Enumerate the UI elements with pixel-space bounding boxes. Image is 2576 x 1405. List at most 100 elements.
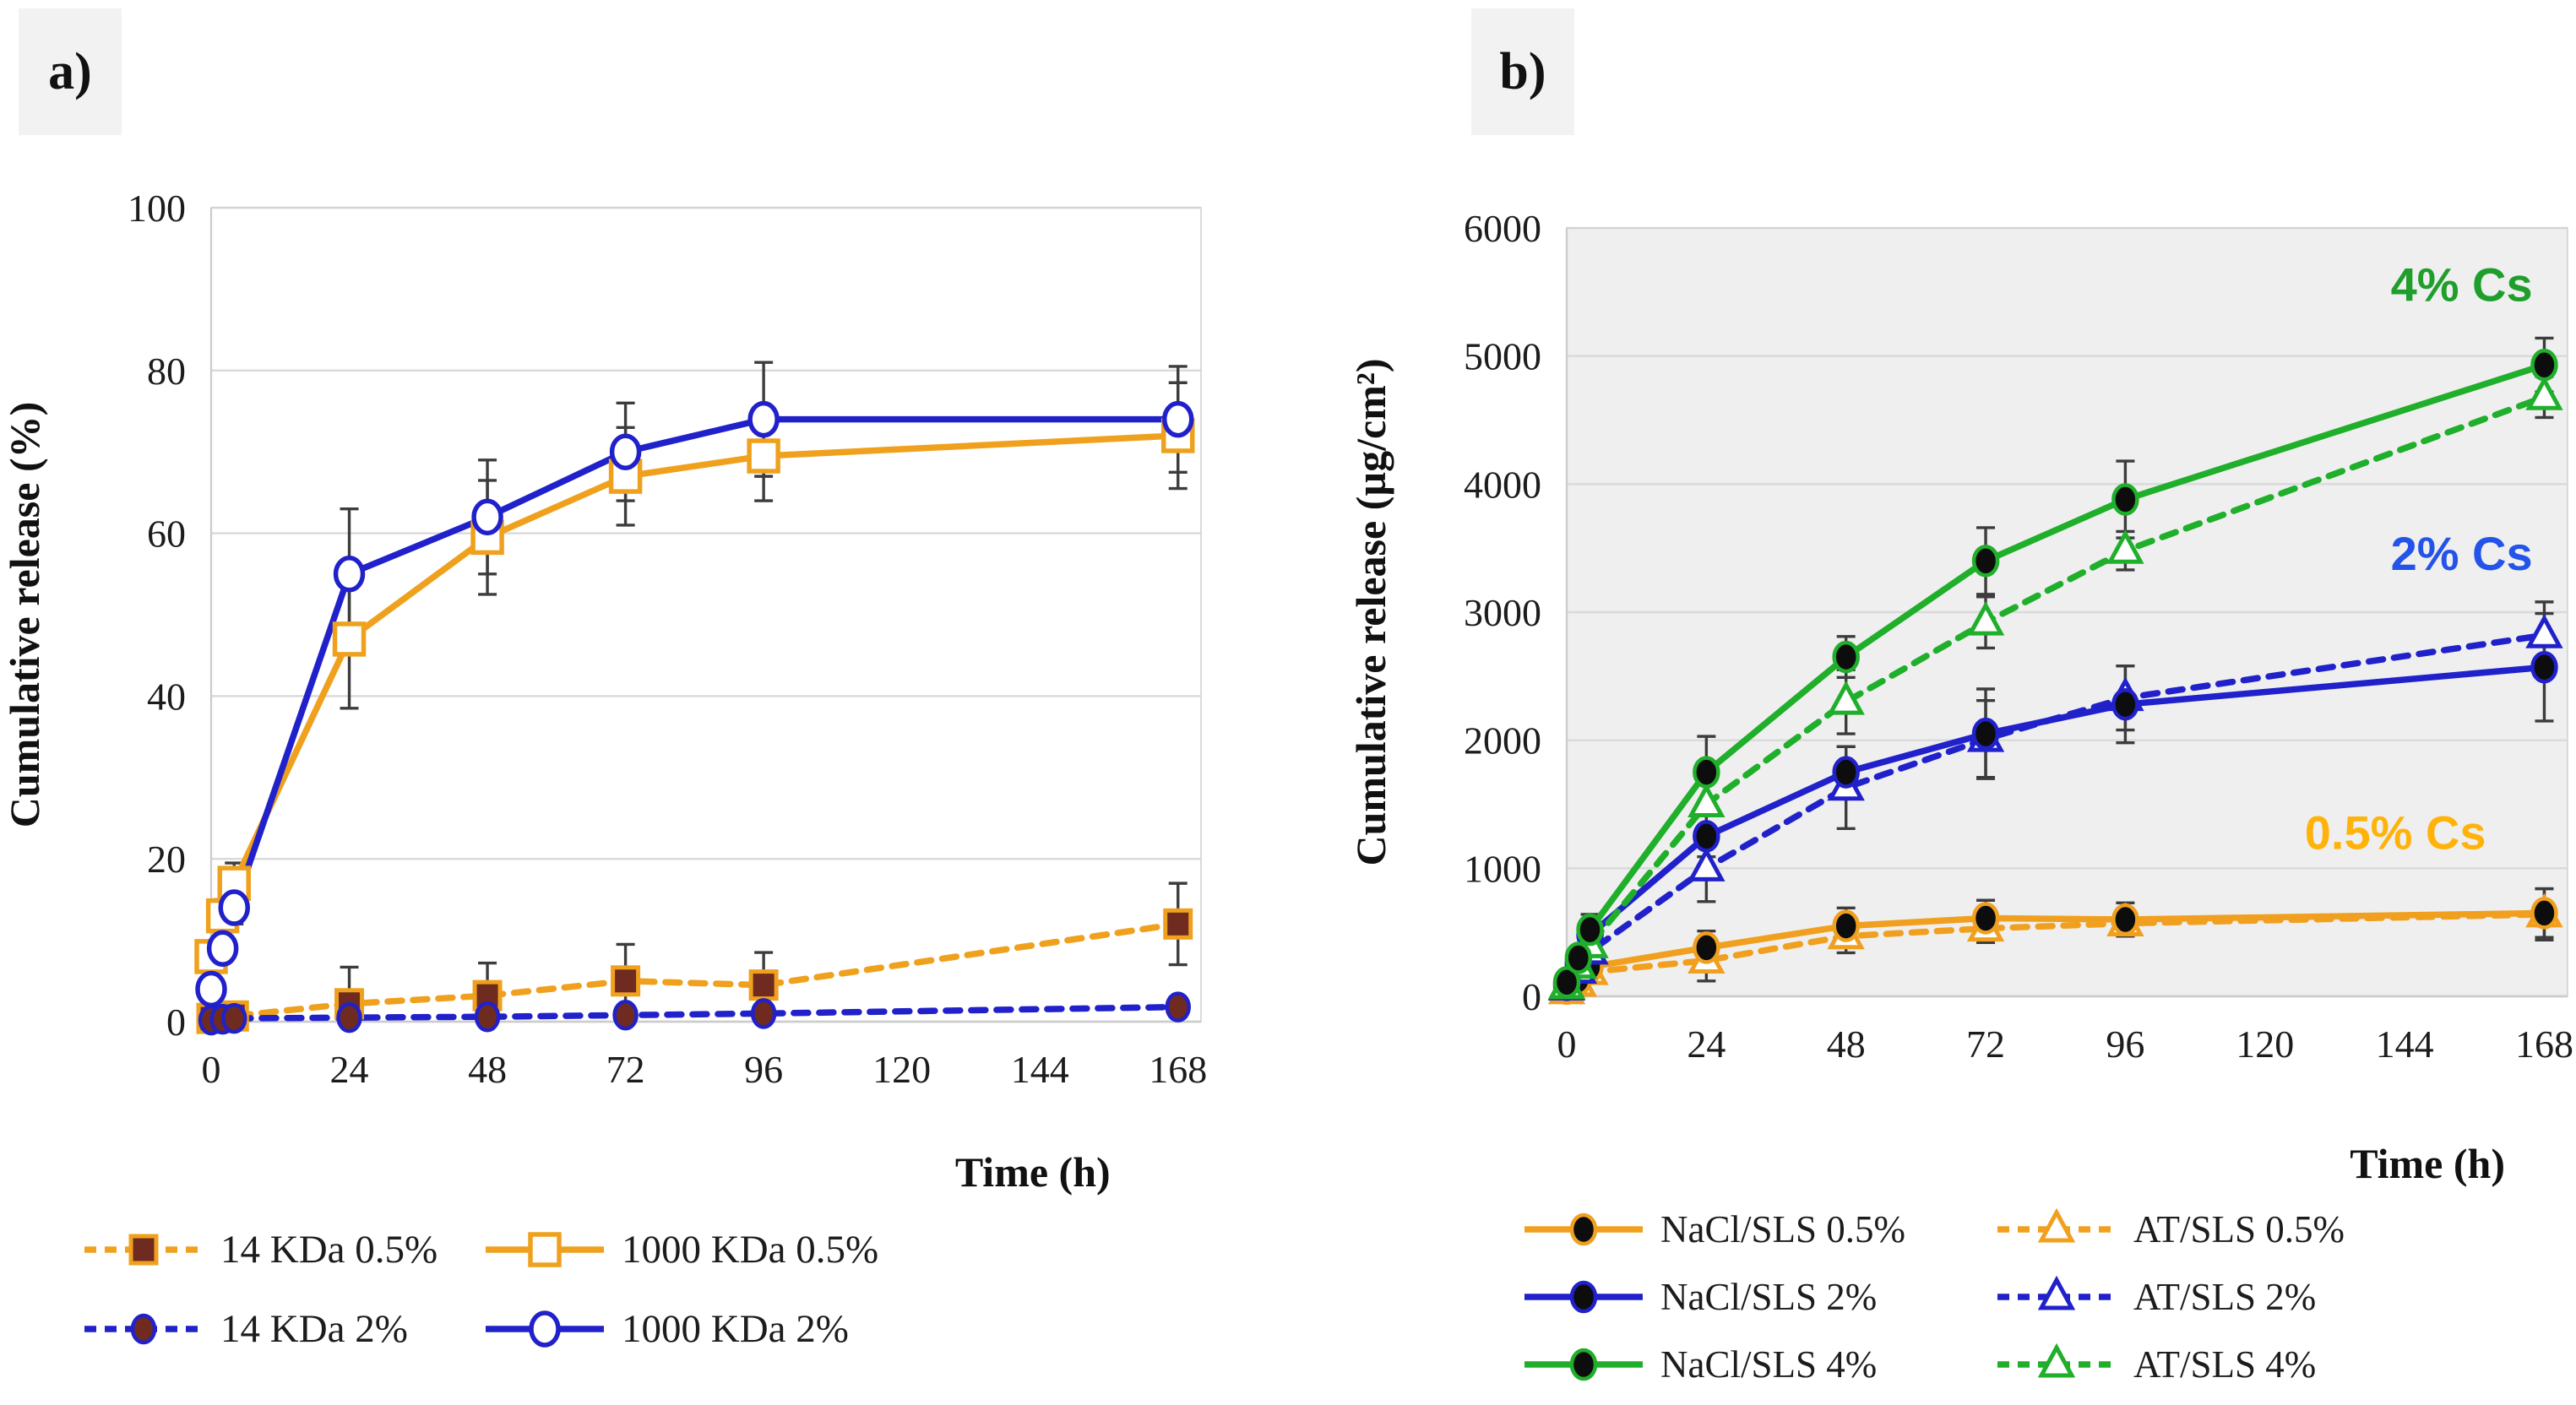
legend-label: AT/SLS 0.5%	[2133, 1208, 2345, 1250]
series-marker	[1165, 991, 1191, 1023]
series-marker	[2530, 349, 2558, 382]
series-marker	[1569, 1280, 1598, 1314]
legend-item-1000-kda-0-5-: 1000 KDa 0.5%	[481, 1223, 988, 1277]
y-tick-label: 80	[147, 350, 186, 393]
legend-swatch	[1524, 1212, 1643, 1246]
series-marker	[2111, 483, 2139, 516]
legend-swatch	[486, 1232, 604, 1267]
x-tick-label: 144	[2376, 1023, 2434, 1066]
annotation: 0.5% Cs	[2305, 806, 2486, 859]
series-marker	[611, 965, 641, 997]
series-marker	[1161, 400, 1194, 438]
x-axis-title: Time (h)	[955, 1148, 1111, 1196]
legend-item-nacl-sls-2-: NaCl/SLS 2%	[1520, 1270, 1993, 1324]
y-tick-label: 4000	[1464, 463, 1541, 506]
series-marker	[747, 438, 780, 474]
series-marker	[528, 1232, 562, 1267]
legend-label: 1000 KDa 2%	[622, 1307, 849, 1351]
series-marker	[748, 969, 779, 1001]
series-marker	[2037, 1207, 2076, 1243]
legend-label: NaCl/SLS 4%	[1660, 1343, 1878, 1386]
legend-swatch	[84, 1234, 203, 1266]
series-marker	[1832, 909, 1860, 942]
series-marker	[1687, 783, 1725, 817]
series-marker	[1564, 941, 1593, 974]
x-tick-label: 0	[202, 1048, 221, 1091]
series-marker	[1971, 545, 2000, 578]
x-tick-label: 120	[2236, 1023, 2294, 1066]
panel-a-legend: 14 KDa 0.5% 1000 KDa 0.5% 14 KDa 2% 1000 KD…	[80, 1223, 988, 1356]
panel-b-chart: 0 1000 2000 3000 4000 5000 6000 0 24 48 72 96 120 144…	[1347, 207, 2573, 1187]
series-marker	[218, 889, 251, 926]
plot-border	[210, 207, 1202, 1023]
y-tick-label: 0	[1522, 975, 1541, 1018]
y-tick-label: 5000	[1464, 335, 1541, 378]
legend-label: 14 KDa 0.5%	[220, 1228, 438, 1272]
legend-label: NaCl/SLS 2%	[1660, 1276, 1878, 1318]
series-marker	[2111, 903, 2139, 936]
legend-item-14-kda-0-5-: 14 KDa 0.5%	[80, 1223, 481, 1277]
series-marker	[128, 1234, 159, 1266]
legend-swatch	[486, 1310, 604, 1348]
series-marker	[529, 1310, 561, 1348]
legend-label: 1000 KDa 0.5%	[622, 1228, 879, 1272]
legend-swatch	[1997, 1275, 2116, 1310]
legend-item-nacl-sls-4-: NaCl/SLS 4%	[1520, 1337, 1993, 1391]
y-tick-label: 3000	[1464, 591, 1541, 634]
series-marker	[1693, 756, 1720, 789]
series-marker	[750, 998, 777, 1029]
series-marker	[1569, 1348, 1598, 1381]
panel-b-label: b)	[1471, 8, 1574, 135]
legend-swatch	[84, 1313, 203, 1345]
legend-item-at-sls-4-: AT/SLS 4%	[1993, 1337, 2449, 1391]
series-marker	[2530, 897, 2558, 930]
series-marker	[2106, 529, 2144, 564]
series-marker	[1569, 1212, 1598, 1246]
panel-a-label: a)	[19, 8, 122, 135]
series-marker	[1971, 902, 2000, 935]
annotation: 4% Cs	[2391, 258, 2533, 311]
series-marker	[333, 556, 366, 593]
series-marker	[471, 498, 503, 536]
annotation: 2% Cs	[2391, 527, 2533, 580]
panel-b-legend: NaCl/SLS 0.5% AT/SLS 0.5% NaCl/SLS 2% AT/SL…	[1520, 1202, 2449, 1391]
series-marker	[336, 1001, 362, 1033]
x-tick-label: 24	[1687, 1023, 1725, 1066]
series-marker	[2525, 375, 2563, 410]
series-marker	[1693, 820, 1720, 853]
series-marker	[195, 970, 227, 1008]
legend-swatch	[1524, 1348, 1643, 1381]
x-tick-label: 48	[1827, 1023, 1866, 1066]
series-marker	[2111, 687, 2139, 721]
x-tick-label: 168	[2515, 1023, 2573, 1066]
series-marker	[1971, 717, 2000, 751]
legend-swatch	[1524, 1280, 1643, 1314]
series-marker	[1832, 756, 1860, 789]
legend-label: AT/SLS 2%	[2133, 1276, 2317, 1318]
series-line	[208, 415, 1182, 993]
x-tick-label: 120	[872, 1048, 931, 1091]
series-marker	[1163, 908, 1193, 940]
y-axis-title: Cumulative release (%)	[1, 402, 48, 828]
series-marker	[332, 621, 367, 657]
legend-swatch	[1997, 1343, 2116, 1378]
series-marker	[2525, 614, 2563, 648]
series-marker	[206, 930, 239, 967]
y-tick-label: 6000	[1464, 207, 1541, 250]
series-marker	[1687, 847, 1725, 882]
x-tick-label: 0	[1557, 1023, 1577, 1066]
series-marker	[609, 433, 642, 470]
y-tick-label: 100	[128, 187, 186, 230]
x-axis-title: Time (h)	[2350, 1140, 2505, 1187]
series-marker	[2037, 1343, 2076, 1378]
legend-label: NaCl/SLS 0.5%	[1660, 1208, 1906, 1250]
legend-label: AT/SLS 4%	[2133, 1343, 2317, 1386]
series-marker	[1827, 680, 1865, 715]
legend-item-at-sls-2-: AT/SLS 2%	[1993, 1270, 2449, 1324]
legend-item-at-sls-0-5-: AT/SLS 0.5%	[1993, 1202, 2449, 1256]
x-tick-label: 72	[606, 1048, 645, 1091]
x-tick-label: 96	[2106, 1023, 2144, 1066]
series-marker	[612, 1000, 639, 1031]
plot-border	[1566, 227, 2568, 997]
